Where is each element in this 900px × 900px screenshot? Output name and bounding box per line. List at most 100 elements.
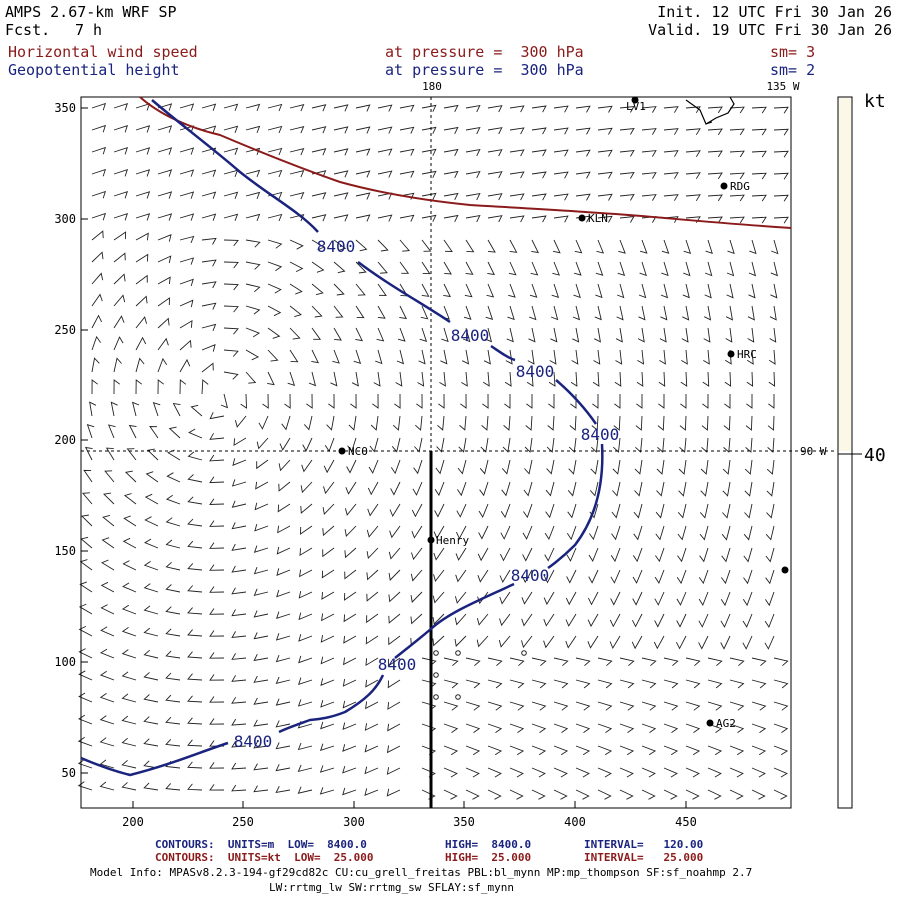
wind-barb (572, 327, 580, 343)
wind-barb (411, 503, 423, 518)
wind-barb (506, 327, 514, 343)
wind-barb (751, 172, 767, 180)
station-rdg[interactable]: RDG (720, 180, 750, 193)
wind-barb (276, 568, 291, 576)
wind-barb (231, 653, 247, 660)
wind-barb (179, 379, 187, 395)
wind-barb (699, 547, 709, 563)
wind-barb (253, 785, 269, 793)
wind-barb (145, 471, 159, 483)
wind-barb (612, 459, 621, 475)
wind-barb (179, 278, 194, 287)
wind-barb (720, 635, 731, 650)
wind-barb (509, 105, 525, 113)
station-hrc[interactable]: HRC (727, 348, 757, 361)
height-contour-segment-3 (490, 344, 516, 362)
wind-barb (619, 723, 635, 733)
station-henry[interactable]: Henry (427, 534, 470, 547)
colorbar-label-40: 40 (864, 445, 886, 466)
wind-barb (328, 393, 335, 409)
wind-barb (440, 349, 448, 365)
wind-barb (267, 283, 282, 294)
wind-barb (102, 514, 115, 527)
wind-barb (509, 789, 524, 800)
wind-barb (399, 126, 415, 134)
wind-barb (432, 635, 445, 647)
wind-barb (344, 569, 357, 580)
wind-barb (725, 305, 733, 321)
wind-barb (438, 393, 445, 409)
x-tick-label: 250 (232, 815, 254, 829)
wind-barb (368, 459, 379, 474)
wind-barb (209, 696, 225, 703)
station-ag2[interactable]: AG2 (706, 717, 736, 730)
wind-barb (465, 723, 481, 733)
wind-barb (245, 213, 261, 222)
wind-barb (566, 569, 577, 584)
wind-barb (333, 170, 349, 178)
wind-barb (633, 503, 643, 519)
wind-barb (773, 701, 789, 711)
wind-barb (729, 745, 745, 756)
station-kln[interactable]: KLN (578, 212, 608, 225)
wind-barb (685, 194, 701, 202)
station-unlabeled[interactable] (781, 566, 789, 574)
wind-barb (135, 295, 148, 307)
wind-barb (548, 371, 556, 387)
wind-barb (436, 437, 445, 453)
wind-barb (333, 327, 342, 341)
wind-barb (201, 302, 217, 310)
wind-barb (289, 349, 299, 363)
init-time: Init. 12 UTC Fri 30 Jan 26 (657, 3, 892, 21)
wind-barb (240, 393, 247, 409)
wind-barb (187, 518, 203, 527)
wind-barb (275, 698, 291, 706)
wind-barb (502, 437, 511, 453)
wind-barb (209, 784, 225, 791)
forecast-hours: 7 h (75, 21, 103, 39)
wind-barb (342, 765, 357, 774)
wind-barb (619, 171, 635, 179)
wind-barb (487, 193, 503, 201)
station-lv1[interactable]: LV1 (626, 96, 646, 114)
wind-barb (223, 305, 239, 313)
wind-barb (613, 415, 621, 431)
wind-barb (113, 252, 126, 263)
wind-barb (414, 437, 423, 453)
wind-barb (485, 305, 494, 320)
wind-barb (764, 613, 775, 628)
wind-barb (386, 788, 401, 797)
wind-barb (413, 459, 423, 475)
wind-barb (289, 283, 303, 295)
wind-barb (311, 283, 324, 296)
wind-barb (110, 401, 118, 417)
wind-barb (682, 283, 690, 299)
wind-barb (121, 782, 137, 791)
wind-barb (701, 415, 709, 431)
wind-barb (91, 314, 103, 329)
wind-barb (531, 701, 547, 711)
wind-barb (635, 415, 643, 431)
wind-barb (298, 634, 313, 642)
wind-barb (749, 239, 757, 255)
wind-barb (275, 676, 291, 684)
station-nco[interactable]: NCO (338, 445, 368, 458)
wind-barb (773, 128, 789, 136)
wind-barb (275, 742, 291, 750)
wind-barb (100, 581, 115, 593)
wind-barb (499, 569, 511, 583)
wind-barb (531, 723, 547, 733)
wind-barb (443, 789, 458, 800)
wind-barb (705, 239, 713, 255)
wind-barb (527, 349, 535, 365)
wind-barb (575, 657, 591, 667)
wind-barb (267, 371, 275, 386)
wind-barb (572, 305, 581, 321)
wind-barb (612, 437, 621, 453)
wind-barb (179, 339, 192, 351)
wind-barb (505, 349, 513, 365)
wind-barb (575, 723, 591, 733)
wind-barb (179, 103, 195, 111)
wind-barb (773, 106, 789, 114)
wind-barb (320, 678, 335, 686)
